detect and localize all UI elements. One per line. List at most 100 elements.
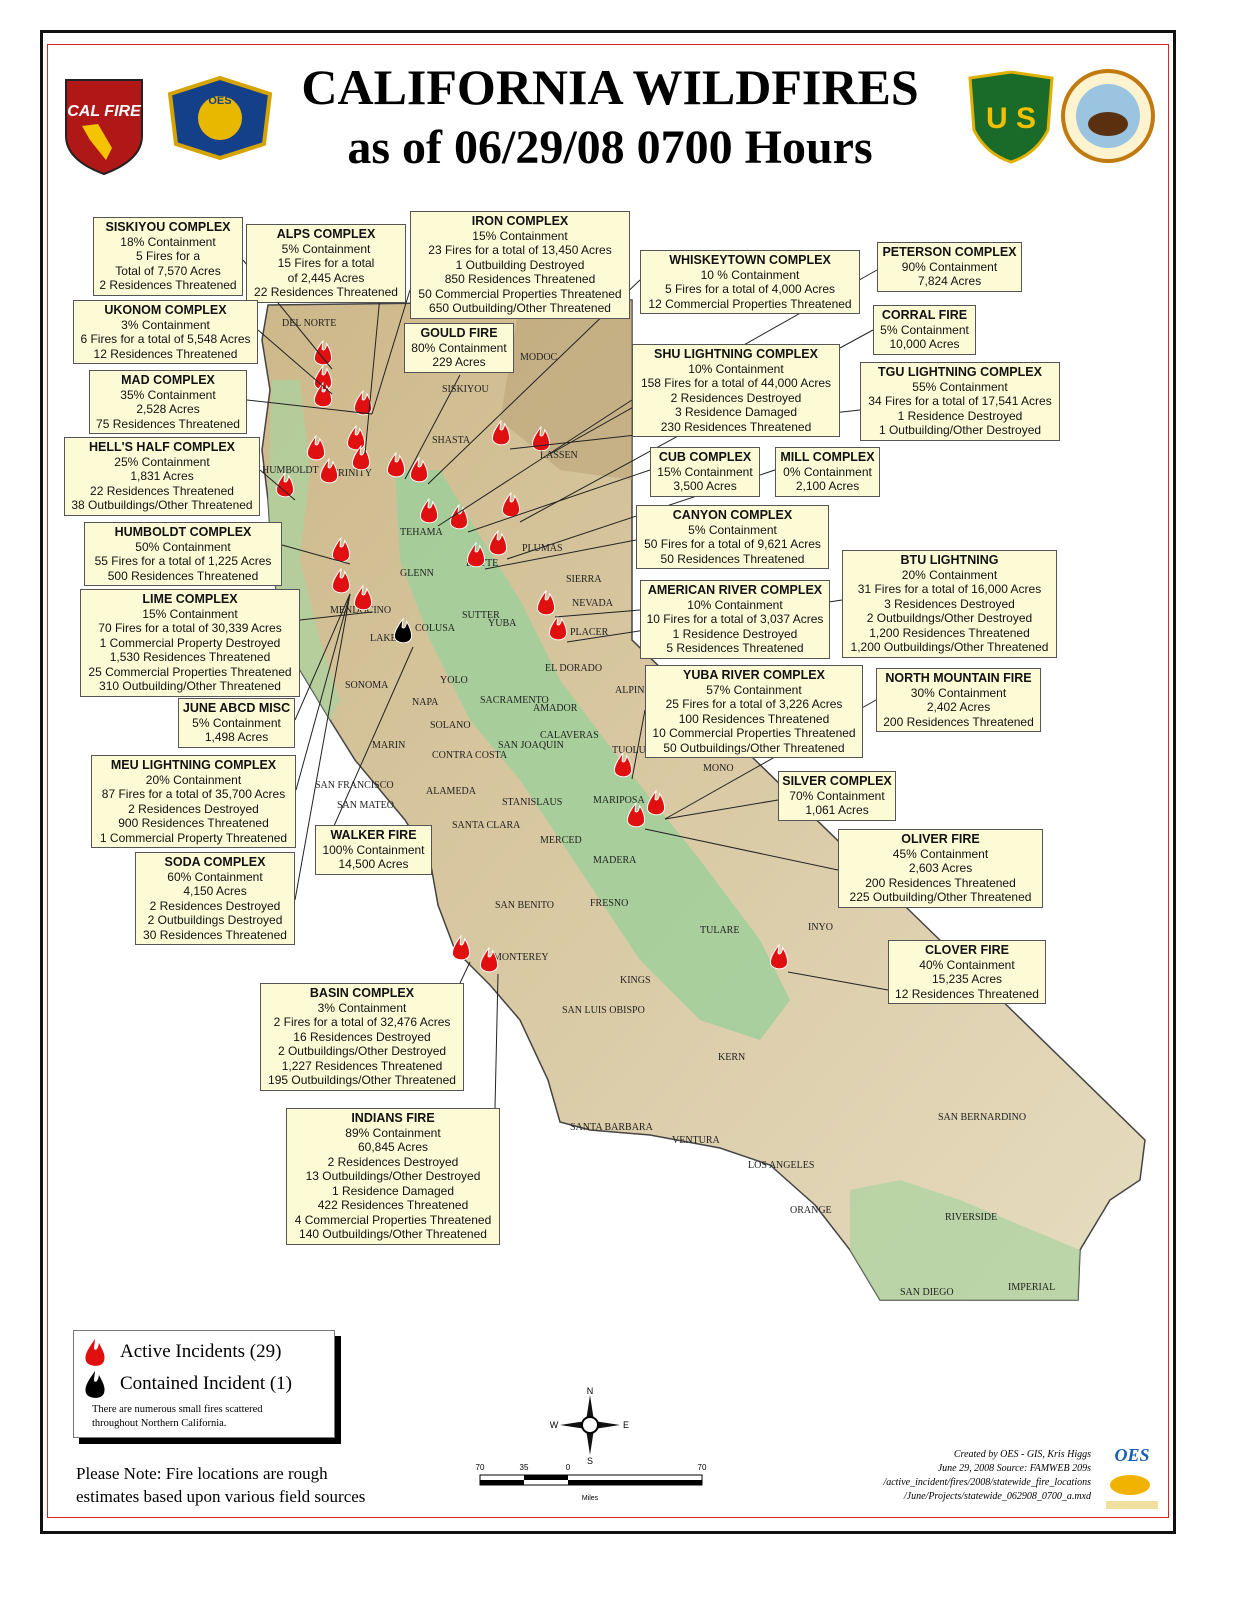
incident-callout[interactable]: IRON COMPLEX 15% Containment 23 Fires for … (410, 211, 630, 319)
active-fire-icon[interactable] (768, 944, 790, 972)
active-fire-icon[interactable] (487, 530, 509, 558)
leader-line (257, 329, 333, 395)
county-label: CALAVERAS (540, 730, 599, 741)
incident-callout[interactable]: PETERSON COMPLEX 90% Containment 7,824 Acr… (877, 242, 1022, 292)
incident-title: GOULD FIRE (420, 326, 498, 340)
incident-detail: 22 Residences Threatened (90, 483, 234, 498)
incident-detail: 60% Containment (167, 869, 263, 884)
active-fire-icon[interactable] (625, 802, 647, 830)
incident-detail: 230 Residences Threatened (660, 419, 812, 434)
incident-title: MAD COMPLEX (121, 373, 215, 387)
incident-callout[interactable]: OLIVER FIRE 45% Containment 2,603 Acres 200… (838, 829, 1043, 908)
active-fire-icon[interactable] (465, 542, 487, 570)
active-fire-icon[interactable] (345, 425, 367, 453)
incident-detail: 1 Outbuilding/Other Destroyed (878, 423, 1042, 437)
active-fire-icon[interactable] (352, 585, 374, 613)
incident-detail: 1,227 Residences Threatened (281, 1058, 443, 1073)
incident-callout[interactable]: WHISKEYTOWN COMPLEX 10 % Containment 5 Fir… (640, 250, 860, 314)
incident-callout[interactable]: AMERICAN RIVER COMPLEX 10% Containment 10 … (640, 580, 830, 659)
credit-line: June 29, 2008 Source: FAMWEB 209s (937, 1463, 1091, 1474)
active-fire-icon[interactable] (500, 492, 522, 520)
active-fire-icon[interactable] (450, 935, 472, 963)
leader-line (299, 611, 373, 621)
incident-callout[interactable]: BTU LIGHTNING 20% Containment 31 Fires for… (842, 550, 1057, 658)
incident-callout[interactable]: CLOVER FIRE 40% Containment 15,235 Acres 12… (888, 940, 1046, 1004)
incident-callout[interactable]: SHU LIGHTNING COMPLEX 10% Containment 158 … (632, 344, 840, 437)
active-fire-icon[interactable] (408, 457, 430, 485)
svg-text:70: 70 (698, 1463, 707, 1472)
incident-detail: 900 Residences Threatened (118, 816, 269, 830)
active-fire-icon[interactable] (312, 340, 334, 368)
incident-callout[interactable]: UKONOM COMPLEX 3% Containment 6 Fires for … (73, 300, 258, 364)
active-fire-icon[interactable] (312, 365, 334, 393)
county-label: SACRAMENTO (480, 695, 549, 706)
incident-callout[interactable]: YUBA RIVER COMPLEX 57% Containment 25 Fire… (645, 665, 863, 758)
incident-callout[interactable]: SODA COMPLEX 60% Containment 4,150 Acres 2 … (135, 852, 295, 945)
incident-callout[interactable]: MEU LIGHTNING COMPLEX 20% Containment 87 F… (91, 755, 296, 848)
incident-title: HUMBOLDT COMPLEX (114, 525, 252, 539)
incident-callout[interactable]: CUB COMPLEX 15% Containment 3,500 Acres (650, 447, 760, 497)
incident-detail: 7,824 Acres (917, 274, 982, 288)
incident-detail: 50 Residences Threatened (660, 551, 805, 566)
incident-callout[interactable]: HUMBOLDT COMPLEX 50% Containment 55 Fires … (84, 522, 282, 586)
active-fire-icon[interactable] (547, 615, 569, 643)
county-label: SUTTER (462, 610, 500, 621)
incident-callout[interactable]: TGU LIGHTNING COMPLEX 55% Containment 34 F… (860, 362, 1060, 441)
county-label: TRINITY (332, 468, 372, 479)
incident-detail: 1,831 Acres (130, 469, 194, 483)
incident-detail: 15,235 Acres (931, 972, 1003, 986)
incident-detail: 23 Fires for a total of 13,450 Acres (428, 243, 612, 257)
location-note: Please Note: Fire locations are rough es… (76, 1462, 365, 1508)
active-fire-icon[interactable] (418, 498, 440, 526)
active-fire-icon[interactable] (612, 752, 634, 780)
active-fire-icon[interactable] (330, 568, 352, 596)
active-fire-icon[interactable] (274, 472, 296, 500)
incident-callout[interactable]: NORTH MOUNTAIN FIRE 30% Containment 2,402 … (876, 668, 1041, 732)
incident-callout[interactable]: ALPS COMPLEX 5% Containment 15 Fires for a… (246, 224, 406, 303)
active-fire-icon[interactable] (318, 458, 340, 486)
incident-callout[interactable]: WALKER FIRE 100% Containment 14,500 Acres (315, 825, 432, 875)
incident-callout[interactable]: JUNE ABCD MISC 5% Containment 1,498 Acres (178, 698, 295, 748)
county-label: TEHAMA (400, 527, 443, 538)
oes-california-logo: OES (1106, 1445, 1158, 1509)
active-fire-icon[interactable] (645, 790, 667, 818)
incident-callout[interactable]: SISKIYOU COMPLEX 18% Containment 5 Fires f… (93, 217, 243, 296)
active-fire-icon[interactable] (330, 537, 352, 565)
legend-note: There are numerous small fires scattered… (92, 1404, 263, 1429)
incident-callout[interactable]: SILVER COMPLEX 70% Containment 1,061 Acres (778, 771, 896, 821)
incident-detail: 6 Fires for a total of 5,548 Acres (80, 332, 251, 346)
county-label: MERCED (540, 835, 582, 846)
incident-title: NORTH MOUNTAIN FIRE (885, 671, 1032, 685)
incident-detail: 10% Containment (688, 361, 784, 376)
county-label: PLUMAS (522, 543, 563, 554)
incident-title: MILL COMPLEX (780, 450, 875, 464)
incident-callout[interactable]: CANYON COMPLEX 5% Containment 50 Fires for… (636, 505, 829, 569)
incident-callout[interactable]: GOULD FIRE 80% Containment 229 Acres (404, 323, 514, 373)
incident-detail: 2,528 Acres (136, 402, 200, 416)
incident-detail: 1 Commercial Property Threatened (99, 830, 288, 845)
incident-detail: 3 Residences Destroyed (884, 596, 1015, 611)
active-fire-icon[interactable] (305, 435, 327, 463)
active-fire-icon[interactable] (490, 420, 512, 448)
incident-callout[interactable]: BASIN COMPLEX 3% Containment 2 Fires for a… (260, 983, 464, 1091)
contained-fire-icon[interactable] (392, 618, 414, 646)
county-label: TULARE (700, 925, 740, 936)
incident-detail: 5% Containment (192, 715, 281, 730)
interior-seal (1061, 69, 1155, 163)
incident-detail: 55 Fires for a total of 1,225 Acres (94, 554, 272, 568)
incident-detail: 225 Outbuilding/Other Threatened (849, 890, 1032, 904)
incident-callout[interactable]: CORRAL FIRE 5% Containment 10,000 Acres (873, 305, 976, 355)
incident-detail: 2 Outbuildings Destroyed (147, 913, 283, 927)
county-label: ORANGE (790, 1205, 832, 1216)
incident-callout[interactable]: HELL'S HALF COMPLEX 25% Containment 1,831 … (64, 437, 260, 516)
county-label: SAN JOAQUIN (498, 740, 564, 751)
incident-callout[interactable]: LIME COMPLEX 15% Containment 70 Fires for … (80, 589, 300, 697)
incident-callout[interactable]: MAD COMPLEX 35% Containment 2,528 Acres 75 … (89, 370, 247, 434)
incident-detail: 10,000 Acres (889, 337, 960, 351)
active-fire-icon[interactable] (385, 452, 407, 480)
incident-callout[interactable]: INDIANS FIRE 89% Containment 60,845 Acres 2… (286, 1108, 500, 1245)
county-label: LAKE (370, 633, 397, 644)
active-fire-icon[interactable] (478, 947, 500, 975)
incident-callout[interactable]: MILL COMPLEX 0% Containment 2,100 Acres (775, 447, 880, 497)
active-fire-icon[interactable] (535, 590, 557, 618)
